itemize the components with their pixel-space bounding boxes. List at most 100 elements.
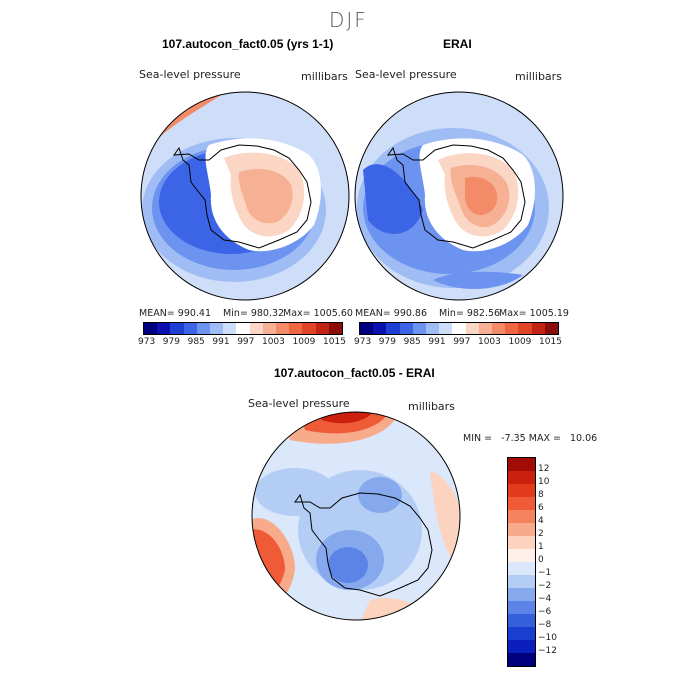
colorbar-swatch: [196, 323, 211, 334]
colorbar-swatch: [508, 510, 535, 523]
colorbar-swatch: [426, 323, 440, 334]
colorbar-swatch: [452, 323, 466, 334]
colorbar-swatch: [412, 323, 427, 334]
colorbar-swatch: [531, 323, 545, 334]
colorbar-tick-label: 1009: [508, 337, 532, 347]
panel2-units-label: millibars: [515, 70, 562, 83]
colorbar-tick-label: 985: [403, 337, 421, 347]
colorbar-swatch: [302, 323, 316, 334]
colorbar-swatch: [386, 323, 400, 334]
colorbar-tick-label: −12: [538, 646, 557, 656]
colorbar-swatch: [544, 323, 559, 334]
colorbar-swatch: [508, 627, 535, 640]
colorbar-swatch: [508, 497, 535, 510]
panel2-mean: MEAN= 990.86: [355, 308, 428, 319]
colorbar-tick-label: 12: [538, 464, 550, 474]
colorbar-swatch: [508, 458, 535, 471]
colorbar-swatch: [492, 323, 506, 334]
colorbar-swatch: [144, 323, 158, 334]
colorbar-swatch: [505, 323, 519, 334]
colorbar-tick-label: 6: [538, 503, 544, 513]
colorbar-swatch: [315, 323, 329, 334]
colorbar-tick-label: 979: [162, 337, 180, 347]
colorbar-swatch: [183, 323, 197, 334]
colorbar-swatch: [223, 323, 237, 334]
colorbar-tick-label: 979: [378, 337, 396, 347]
panel2-max: Max= 1005.19: [499, 308, 569, 319]
colorbar-tick-label: 10: [538, 477, 550, 487]
colorbar-swatch: [518, 323, 532, 334]
colorbar-tick-label: 1009: [292, 337, 316, 347]
panel1-map: [140, 91, 350, 301]
panel1-colorbar-ticks: 973 979 985 991 997 1003 1009 1015: [138, 337, 346, 347]
colorbar-swatch: [249, 323, 263, 334]
colorbar-tick-label: 1015: [539, 337, 562, 347]
colorbar-tick-label: −10: [538, 633, 557, 643]
colorbar-swatch: [262, 323, 277, 334]
colorbar-swatch: [360, 323, 374, 334]
colorbar-tick-label: 991: [212, 337, 230, 347]
panel1-mean: MEAN= 990.41: [139, 308, 212, 319]
panel1-units-label: millibars: [301, 70, 348, 83]
panel2-colorbar: [359, 322, 559, 335]
colorbar-swatch: [399, 323, 413, 334]
colorbar-swatch: [236, 323, 250, 334]
colorbar-swatch: [508, 640, 535, 653]
panel2-title: ERAI: [443, 37, 472, 51]
panel3-map: [251, 411, 461, 621]
colorbar-swatch: [508, 536, 535, 549]
colorbar-tick-label: −1: [538, 568, 552, 578]
colorbar-tick-label: −2: [538, 581, 552, 591]
colorbar-swatch: [508, 575, 535, 588]
colorbar-tick-label: 991: [428, 337, 446, 347]
colorbar-swatch: [508, 614, 535, 627]
colorbar-tick-label: 8: [538, 490, 544, 500]
colorbar-tick-label: 997: [453, 337, 471, 347]
colorbar-swatch: [508, 484, 535, 497]
panel1-colorbar: [143, 322, 343, 335]
colorbar-tick-label: 1015: [323, 337, 346, 347]
colorbar-tick-label: −8: [538, 620, 552, 630]
colorbar-swatch: [276, 323, 290, 334]
colorbar-tick-label: 2: [538, 529, 544, 539]
panel2-variable-label: Sea-level pressure: [355, 68, 457, 81]
colorbar-swatch: [289, 323, 303, 334]
colorbar-tick-label: 1003: [477, 337, 501, 347]
colorbar-swatch: [508, 523, 535, 536]
colorbar-swatch: [508, 601, 535, 614]
colorbar-tick-label: −6: [538, 607, 552, 617]
panel3-minmax: MIN = -7.35 MAX = 10.06: [463, 433, 598, 444]
panel3-variable-label: Sea-level pressure: [248, 397, 350, 410]
colorbar-swatch: [373, 323, 387, 334]
panel2-min: Min= 982.56: [439, 308, 501, 319]
panel2-map: [354, 91, 564, 301]
colorbar-swatch: [508, 653, 535, 666]
colorbar-swatch: [210, 323, 224, 334]
colorbar-tick-label: 997: [237, 337, 255, 347]
colorbar-tick-label: 1: [538, 542, 544, 552]
colorbar-tick-label: 973: [354, 337, 372, 347]
colorbar-swatch: [478, 323, 493, 334]
colorbar-tick-label: −4: [538, 594, 552, 604]
colorbar-swatch: [508, 588, 535, 601]
colorbar-tick-label: 985: [187, 337, 205, 347]
panel3-units-label: millibars: [408, 400, 455, 413]
colorbar-tick-label: 973: [138, 337, 156, 347]
colorbar-tick-label: 0: [538, 555, 544, 565]
colorbar-swatch: [157, 323, 171, 334]
colorbar-swatch: [508, 549, 535, 562]
colorbar-tick-label: 4: [538, 516, 544, 526]
panel3-title: 107.autocon_fact0.05 - ERAI: [274, 366, 435, 380]
colorbar-swatch: [465, 323, 479, 334]
colorbar-swatch: [508, 471, 535, 484]
colorbar-swatch: [508, 562, 535, 575]
colorbar-swatch: [328, 323, 343, 334]
panel1-title: 107.autocon_fact0.05 (yrs 1-1): [162, 37, 334, 51]
panel1-min: Min= 980.32: [223, 308, 285, 319]
panel1-variable-label: Sea-level pressure: [139, 68, 241, 81]
colorbar-tick-label: 1003: [261, 337, 285, 347]
colorbar-swatch: [439, 323, 453, 334]
panel3-colorbar: [507, 457, 536, 667]
season-title: DJF: [329, 8, 368, 32]
colorbar-swatch: [170, 323, 184, 334]
